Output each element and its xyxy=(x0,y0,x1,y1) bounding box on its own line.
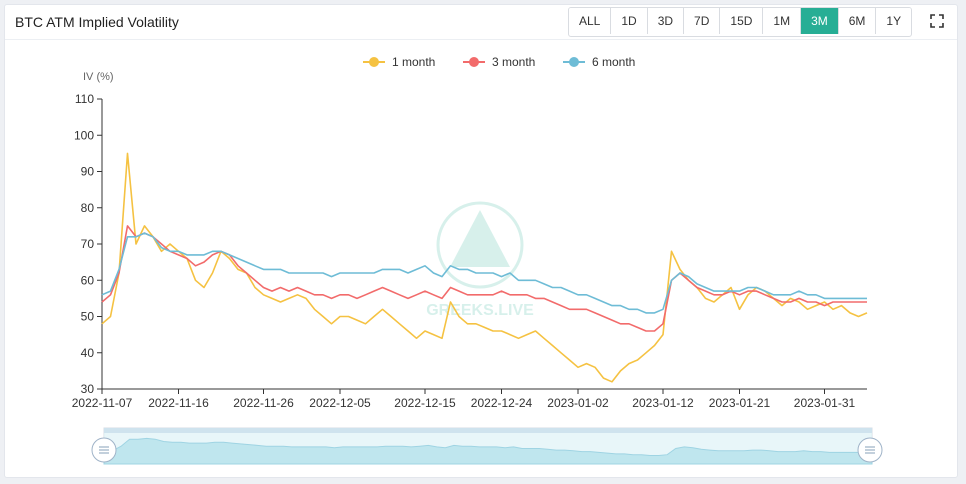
x-tick-label: 2023-01-12 xyxy=(632,396,694,410)
legend-item-3-month[interactable]: 3 month xyxy=(463,55,535,69)
series-line-6-month xyxy=(101,232,867,314)
slider-preview-area xyxy=(103,437,873,465)
y-tick-label: 40 xyxy=(81,346,95,360)
x-tick-label: 2022-11-16 xyxy=(148,396,209,410)
range-button-3m[interactable]: 3M xyxy=(801,8,839,34)
series-lines xyxy=(101,152,868,383)
watermark-text: GREEKS.LIVE xyxy=(426,302,534,319)
slider-top-bar xyxy=(104,428,872,433)
y-tick-label: 100 xyxy=(74,128,94,142)
legend-item-6-month[interactable]: 6 month xyxy=(563,55,635,69)
legend-marker xyxy=(369,57,379,67)
y-tick-label: 30 xyxy=(81,382,95,396)
fullscreen-icon[interactable] xyxy=(930,14,944,28)
range-button-1m[interactable]: 1M xyxy=(763,8,802,34)
range-button-3d[interactable]: 3D xyxy=(647,8,685,34)
x-axis: 2022-11-07 2022-11-16 2022-11-26 2022-12-05… xyxy=(72,388,867,410)
chart-canvas: 1 month 3 month 6 month GREEKS.LIVE IV (%)… xyxy=(72,55,883,465)
legend-marker xyxy=(469,57,479,67)
y-tick-label: 60 xyxy=(81,273,95,287)
legend-marker xyxy=(569,57,579,67)
slider-track xyxy=(103,427,873,465)
chart-header: BTC ATM Implied Volatility ALL 1D 3D 7D 15D 1… xyxy=(5,5,957,40)
range-selector: ALL 1D 3D 7D 15D 1M 3M 6M 1Y xyxy=(568,7,913,37)
y-tick-label: 70 xyxy=(81,237,95,251)
range-button-6m[interactable]: 6M xyxy=(838,8,877,34)
x-tick-label: 2022-11-26 xyxy=(233,396,294,410)
x-tick-label: 2023-01-31 xyxy=(794,396,856,410)
legend-label: 3 month xyxy=(492,55,535,69)
data-zoom-slider[interactable] xyxy=(91,427,883,465)
y-axis-label: IV (%) xyxy=(83,71,114,83)
slider-selection[interactable] xyxy=(104,428,872,464)
x-tick-label: 2022-12-05 xyxy=(309,396,371,410)
x-tick-label: 2022-12-15 xyxy=(394,396,456,410)
x-tick-label: 2023-01-02 xyxy=(547,396,609,410)
legend-label: 6 month xyxy=(592,55,635,69)
range-button-1y[interactable]: 1Y xyxy=(876,8,912,34)
x-tick-label: 2022-11-07 xyxy=(72,396,133,410)
chart-title: BTC ATM Implied Volatility xyxy=(15,14,179,30)
slider-handle-left[interactable] xyxy=(91,437,117,463)
x-tick-label: 2023-01-21 xyxy=(709,396,771,410)
watermark-logo: GREEKS.LIVE xyxy=(426,201,534,319)
chart-card: BTC ATM Implied Volatility ALL 1D 3D 7D 15D 1… xyxy=(4,4,958,478)
y-tick-label: 90 xyxy=(81,165,95,179)
y-axis: 30 40 50 60 70 80 90 100 110 xyxy=(74,92,103,396)
slider-handle-right[interactable] xyxy=(857,437,883,463)
x-tick-label: 2022-12-24 xyxy=(471,396,533,410)
legend: 1 month 3 month 6 month xyxy=(363,55,635,69)
legend-item-1-month[interactable]: 1 month xyxy=(363,55,435,69)
series-line-3-month xyxy=(101,225,867,332)
range-button-15d[interactable]: 15D xyxy=(720,8,764,34)
series-line-1-month xyxy=(101,152,868,383)
legend-label: 1 month xyxy=(392,55,435,69)
y-tick-label: 50 xyxy=(81,310,95,324)
y-tick-label: 110 xyxy=(75,92,94,106)
range-button-7d[interactable]: 7D xyxy=(684,8,721,34)
range-button-1d[interactable]: 1D xyxy=(611,8,648,34)
range-button-all[interactable]: ALL xyxy=(569,8,612,34)
y-tick-label: 80 xyxy=(81,201,95,215)
